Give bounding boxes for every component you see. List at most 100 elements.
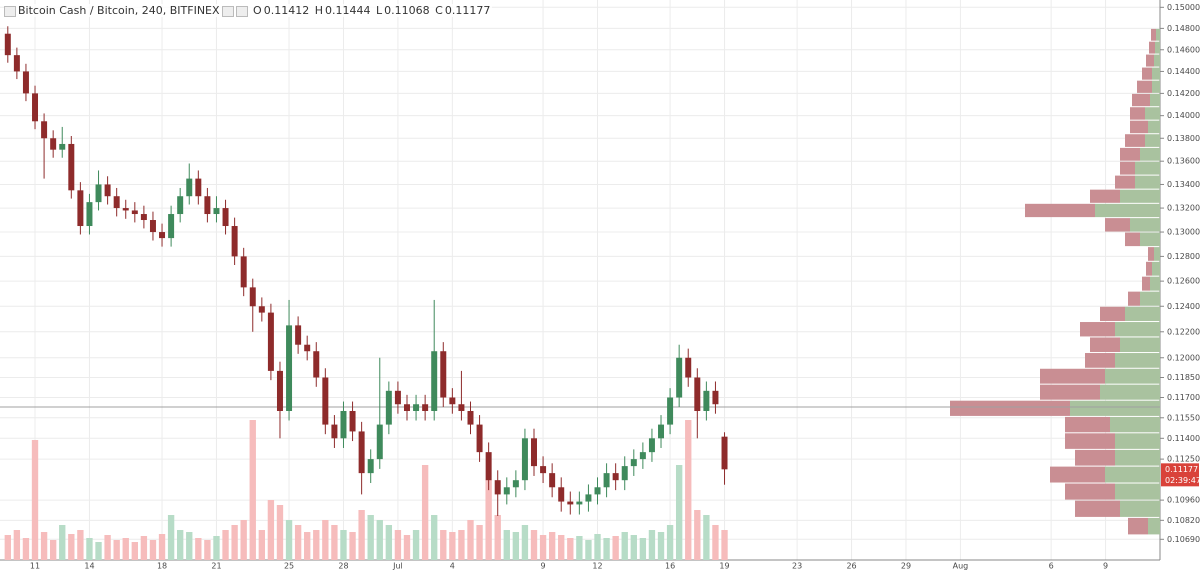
profile-up-bar bbox=[1140, 147, 1160, 161]
volume-bar bbox=[331, 525, 338, 560]
profile-up-bar bbox=[1115, 483, 1160, 500]
profile-down-bar bbox=[1146, 261, 1152, 276]
volume-bar bbox=[59, 525, 66, 560]
x-tick-label: 21 bbox=[211, 562, 221, 571]
candle-body bbox=[240, 256, 247, 288]
candle-body bbox=[267, 312, 274, 371]
volume-bar bbox=[630, 535, 637, 560]
volume-bar bbox=[576, 536, 583, 560]
candle-body bbox=[567, 501, 574, 505]
profile-up-bar bbox=[1115, 449, 1160, 466]
volume-bar bbox=[349, 532, 356, 560]
volume-bar bbox=[712, 525, 719, 560]
profile-down-bar bbox=[1065, 433, 1115, 449]
candle-body bbox=[177, 196, 184, 215]
candle-body bbox=[503, 487, 510, 495]
volume-bar bbox=[503, 530, 510, 560]
candle-body bbox=[249, 287, 256, 307]
profile-down-bar bbox=[1137, 80, 1152, 93]
x-tick-label: 9 bbox=[541, 562, 546, 571]
candle-body bbox=[295, 325, 302, 345]
y-tick-label: 0.12000 bbox=[1167, 353, 1200, 362]
x-tick-label: 14 bbox=[84, 562, 94, 571]
volume-bar bbox=[158, 534, 166, 560]
profile-down-bar bbox=[1105, 218, 1130, 232]
volume-bar bbox=[186, 532, 193, 560]
volume-bar bbox=[685, 420, 692, 560]
volume-bar bbox=[403, 535, 411, 560]
candle-body bbox=[603, 473, 610, 488]
candle-body bbox=[476, 424, 483, 453]
candle-body bbox=[50, 138, 57, 150]
candle-body bbox=[485, 452, 492, 481]
profile-down-bar bbox=[1090, 189, 1120, 203]
price-tag-label: 0.11177 bbox=[1165, 465, 1198, 474]
y-tick-label: 0.13400 bbox=[1167, 180, 1200, 189]
profile-up-bar bbox=[1120, 337, 1160, 353]
profile-down-bar bbox=[1130, 120, 1148, 134]
settings-icon[interactable] bbox=[221, 5, 234, 17]
candle-body bbox=[159, 232, 166, 239]
volume-bar bbox=[313, 530, 320, 560]
volume-bar bbox=[412, 530, 420, 560]
profile-down-bar bbox=[1080, 322, 1115, 337]
candle-body bbox=[131, 210, 138, 215]
profile-down-bar bbox=[1050, 466, 1105, 483]
volume-bar bbox=[367, 515, 374, 560]
volume-bar bbox=[594, 534, 601, 560]
y-tick-label: 0.11700 bbox=[1167, 393, 1200, 402]
y-tick-label: 0.13800 bbox=[1167, 134, 1200, 143]
candle-body bbox=[621, 466, 628, 481]
candle-body bbox=[676, 357, 683, 398]
volume-bar bbox=[385, 525, 393, 560]
y-tick-label: 0.10960 bbox=[1167, 496, 1200, 505]
y-tick-label: 0.15000 bbox=[1167, 3, 1200, 12]
candle-body bbox=[667, 397, 674, 425]
candle-body bbox=[531, 438, 537, 467]
volume-bar bbox=[95, 542, 102, 560]
y-tick-label: 0.13600 bbox=[1167, 157, 1200, 166]
profile-down-bar bbox=[1025, 203, 1095, 218]
y-tick-label: 0.13000 bbox=[1167, 228, 1200, 237]
volume-bar bbox=[421, 465, 429, 560]
x-tick-label: 6 bbox=[1049, 562, 1054, 571]
profile-up-bar bbox=[1154, 247, 1160, 261]
candle-body bbox=[286, 325, 293, 411]
profile-down-bar bbox=[1120, 147, 1140, 161]
volume-bar bbox=[104, 535, 111, 560]
profile-up-bar bbox=[1148, 120, 1160, 134]
candle-body bbox=[394, 390, 401, 405]
candle-body bbox=[540, 466, 547, 474]
x-tick-label: 16 bbox=[665, 562, 675, 571]
y-tick-label: 0.10820 bbox=[1167, 516, 1200, 525]
volume-bar bbox=[204, 540, 211, 560]
hide-icon[interactable] bbox=[235, 5, 248, 17]
candle-body bbox=[576, 501, 583, 505]
volume-bar bbox=[304, 532, 311, 560]
candle-body bbox=[113, 196, 120, 209]
y-tick-label: 0.11850 bbox=[1167, 373, 1200, 382]
volume-bar bbox=[177, 530, 184, 560]
profile-up-bar bbox=[1105, 466, 1160, 483]
y-tick-label: 0.14400 bbox=[1167, 67, 1200, 76]
x-tick-label: 4 bbox=[450, 562, 455, 571]
volume-bar bbox=[285, 520, 293, 560]
volume-bar bbox=[394, 530, 402, 560]
x-tick-label: 25 bbox=[284, 562, 294, 571]
profile-up-bar bbox=[1148, 517, 1160, 535]
volume-bar bbox=[267, 500, 275, 560]
candle-body bbox=[86, 202, 93, 227]
volume-bar bbox=[666, 525, 674, 560]
profile-down-bar bbox=[1125, 232, 1140, 247]
volume-bar bbox=[603, 538, 610, 560]
profile-down-bar bbox=[1065, 416, 1110, 433]
y-tick-label: 0.14200 bbox=[1167, 89, 1200, 98]
ohlc-value: 0.11068 bbox=[384, 4, 430, 17]
profile-down-bar bbox=[1075, 449, 1115, 466]
profile-down-bar bbox=[1040, 368, 1105, 384]
y-tick-label: 0.14800 bbox=[1167, 24, 1200, 33]
candle-body bbox=[458, 404, 465, 411]
profile-down-bar bbox=[1125, 134, 1145, 147]
volume-bar bbox=[113, 540, 120, 560]
